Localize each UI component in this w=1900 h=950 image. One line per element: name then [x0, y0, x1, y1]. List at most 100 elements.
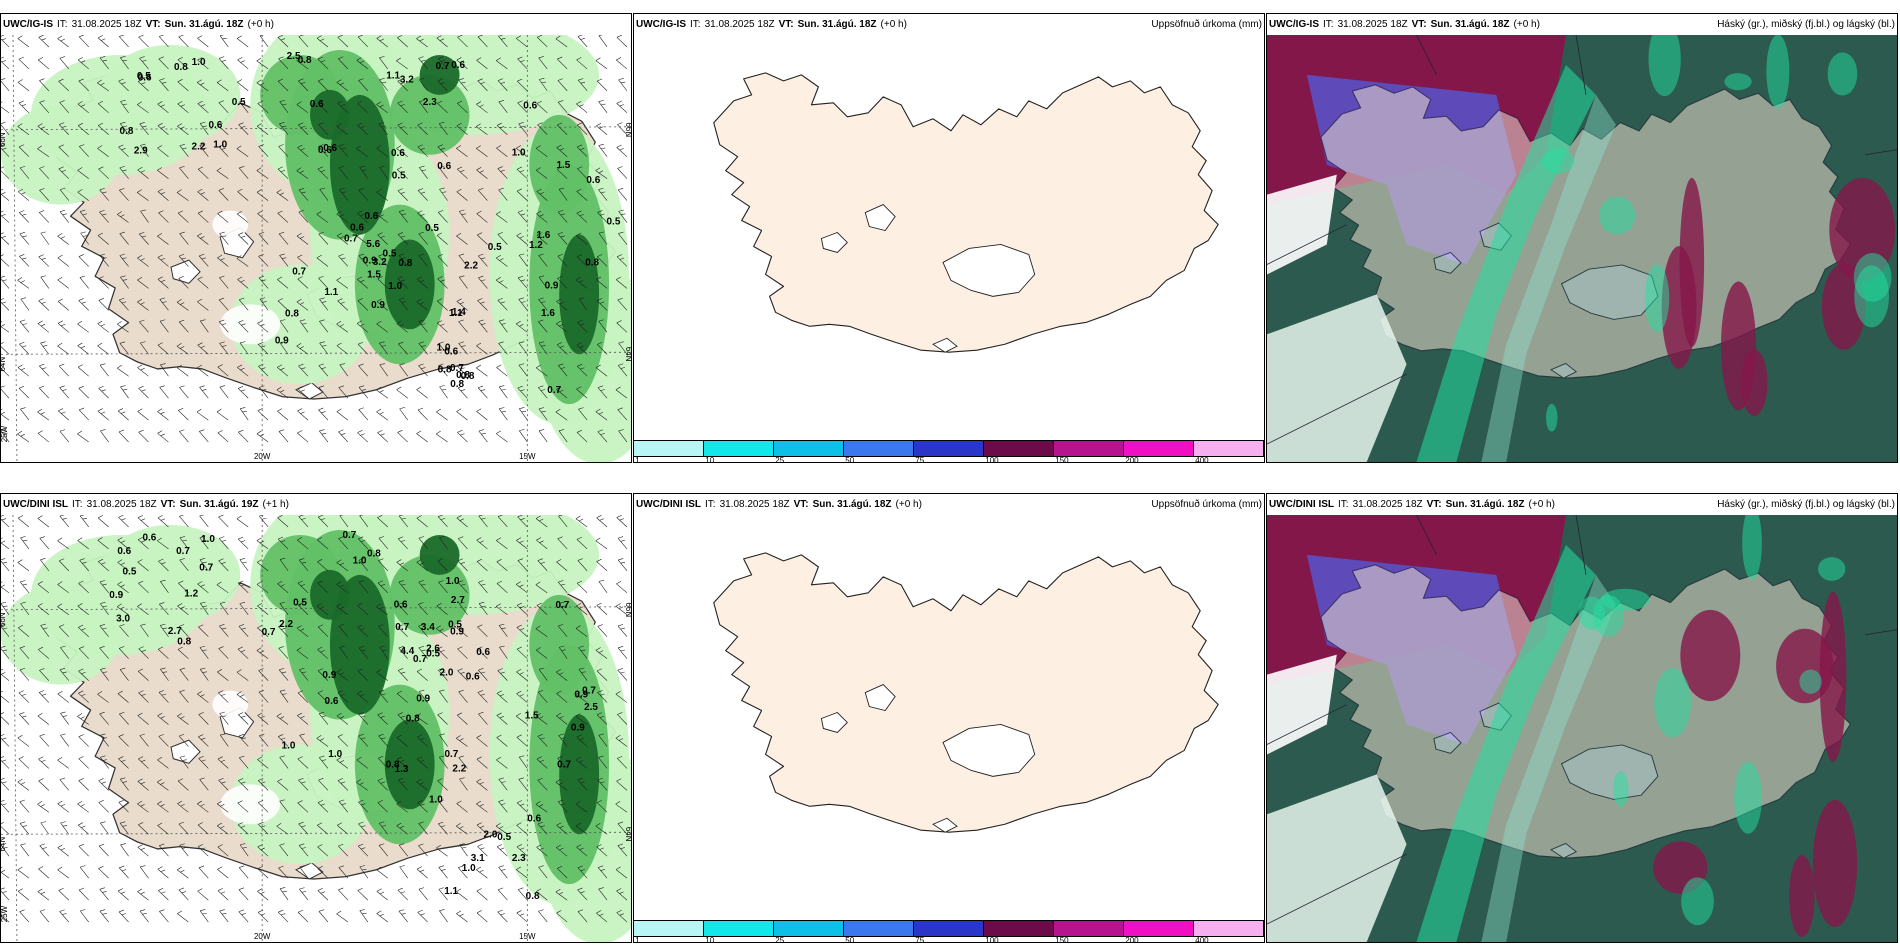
- panel-header: UWC/DINI ISL IT: 31.08.2025 18Z VT: Sun.…: [1, 494, 631, 515]
- wind-barb: [238, 122, 249, 135]
- wind-barb: [358, 188, 369, 201]
- precip-value-label: 0.5: [383, 249, 397, 260]
- wind-barb: [19, 909, 30, 923]
- wind-barb: [336, 910, 349, 923]
- wind-barb: [258, 231, 269, 245]
- wind-barb: [616, 778, 628, 791]
- wind-barb: [338, 56, 349, 70]
- precip-value-label: 1.0: [446, 576, 460, 587]
- wind-barb: [397, 624, 408, 637]
- wind-barb: [57, 844, 69, 857]
- wind-barb: [136, 189, 149, 201]
- wind-barb: [518, 253, 528, 267]
- wind-barb: [456, 515, 468, 528]
- wind-barb: [279, 253, 289, 267]
- wind-barb: [77, 189, 89, 201]
- wind-barb: [477, 690, 488, 703]
- wind-barb: [399, 865, 408, 879]
- wind-barb: [297, 430, 309, 443]
- precip-value-label: 2.3: [423, 97, 437, 108]
- wind-barb: [218, 558, 229, 572]
- longitude-label: 25W: [1, 905, 9, 922]
- wind-barb: [256, 430, 269, 443]
- wind-barb: [39, 78, 50, 92]
- wind-barb: [438, 363, 448, 377]
- wind-barb: [416, 734, 428, 747]
- wind-barb: [516, 232, 528, 245]
- wind-barb: [37, 145, 50, 157]
- wind-barb: [438, 580, 448, 594]
- wind-barb: [598, 733, 608, 747]
- wind-barb: [515, 320, 528, 333]
- wind-barb: [78, 298, 89, 311]
- wind-barb: [576, 101, 588, 114]
- precip-value-label: 1.2: [529, 240, 543, 251]
- wind-barb: [456, 888, 468, 901]
- cloud-edge-patch: [1799, 669, 1822, 694]
- wind-barb: [437, 254, 448, 267]
- wind-barb: [40, 821, 50, 835]
- wind-barb: [478, 275, 488, 289]
- wind-barb: [257, 603, 269, 615]
- precip-value-label: 0.5: [123, 566, 137, 577]
- wind-barb: [239, 558, 249, 572]
- wind-barb: [378, 624, 388, 637]
- wind-barb: [279, 887, 289, 901]
- wind-barb: [1, 78, 10, 92]
- latitude-label: 66N: [624, 122, 631, 137]
- wind-barb: [498, 865, 508, 879]
- wind-barb: [338, 536, 349, 550]
- wind-barb: [277, 210, 289, 223]
- precip-value-label: 0.8: [398, 258, 412, 269]
- wind-barb: [59, 187, 70, 201]
- wind-barb: [498, 777, 508, 791]
- wind-barb: [258, 821, 269, 835]
- wind-barb: [256, 79, 269, 92]
- wind-barb: [397, 78, 408, 92]
- wind-barb: [237, 364, 249, 377]
- wind-barb: [138, 35, 149, 48]
- wind-barb: [1, 56, 10, 70]
- wind-barb: [296, 298, 309, 311]
- precip-value-label: 0.9: [363, 255, 377, 266]
- cloud-edge-patch: [1541, 148, 1575, 174]
- precip-value-label: 2.2: [452, 763, 466, 774]
- wind-barb: [19, 341, 30, 355]
- it-value: 31.08.2025 18Z: [1337, 19, 1408, 30]
- wind-barb: [238, 733, 249, 747]
- wind-barb: [437, 210, 448, 223]
- wind-barb: [538, 56, 548, 70]
- wind-barb: [157, 122, 169, 135]
- wind-barb: [596, 910, 608, 923]
- wind-barb: [17, 188, 30, 201]
- wind-barb: [77, 101, 89, 114]
- precip-value-label: 3.1: [471, 853, 485, 864]
- wind-barb: [418, 580, 428, 594]
- wind-barb: [238, 232, 249, 245]
- wind-barb: [1, 581, 10, 594]
- wind-barb: [60, 733, 70, 747]
- longitude-label: 15W: [519, 452, 536, 461]
- wind-barb: [60, 645, 70, 659]
- wind-barb: [97, 537, 109, 550]
- boundary-line: [1267, 373, 1407, 445]
- wind-barb: [97, 122, 109, 135]
- wind-barb: [238, 166, 249, 179]
- precip-wind-map: 66N 64N 66N 64N 25W 20W 15W 0.8 2.3 0.5 0.6 0.8 0.6 0…: [1, 35, 631, 462]
- wind-barb: [575, 691, 588, 703]
- precip-value-label: 0.9: [109, 590, 123, 601]
- wind-barb: [417, 122, 428, 135]
- precip-value-label: 0.6: [394, 599, 408, 610]
- wind-barb: [157, 408, 169, 421]
- wind-barb: [437, 78, 448, 92]
- wind-barb: [297, 537, 309, 550]
- wind-barb: [457, 35, 468, 48]
- wind-barb: [218, 778, 229, 791]
- wind-barb: [598, 231, 608, 245]
- wind-barb: [297, 144, 309, 157]
- wind-barb: [298, 777, 309, 791]
- wind-barb: [596, 800, 608, 813]
- wind-barb: [336, 123, 349, 136]
- wind-barb: [497, 297, 508, 311]
- wind-barb: [17, 888, 30, 901]
